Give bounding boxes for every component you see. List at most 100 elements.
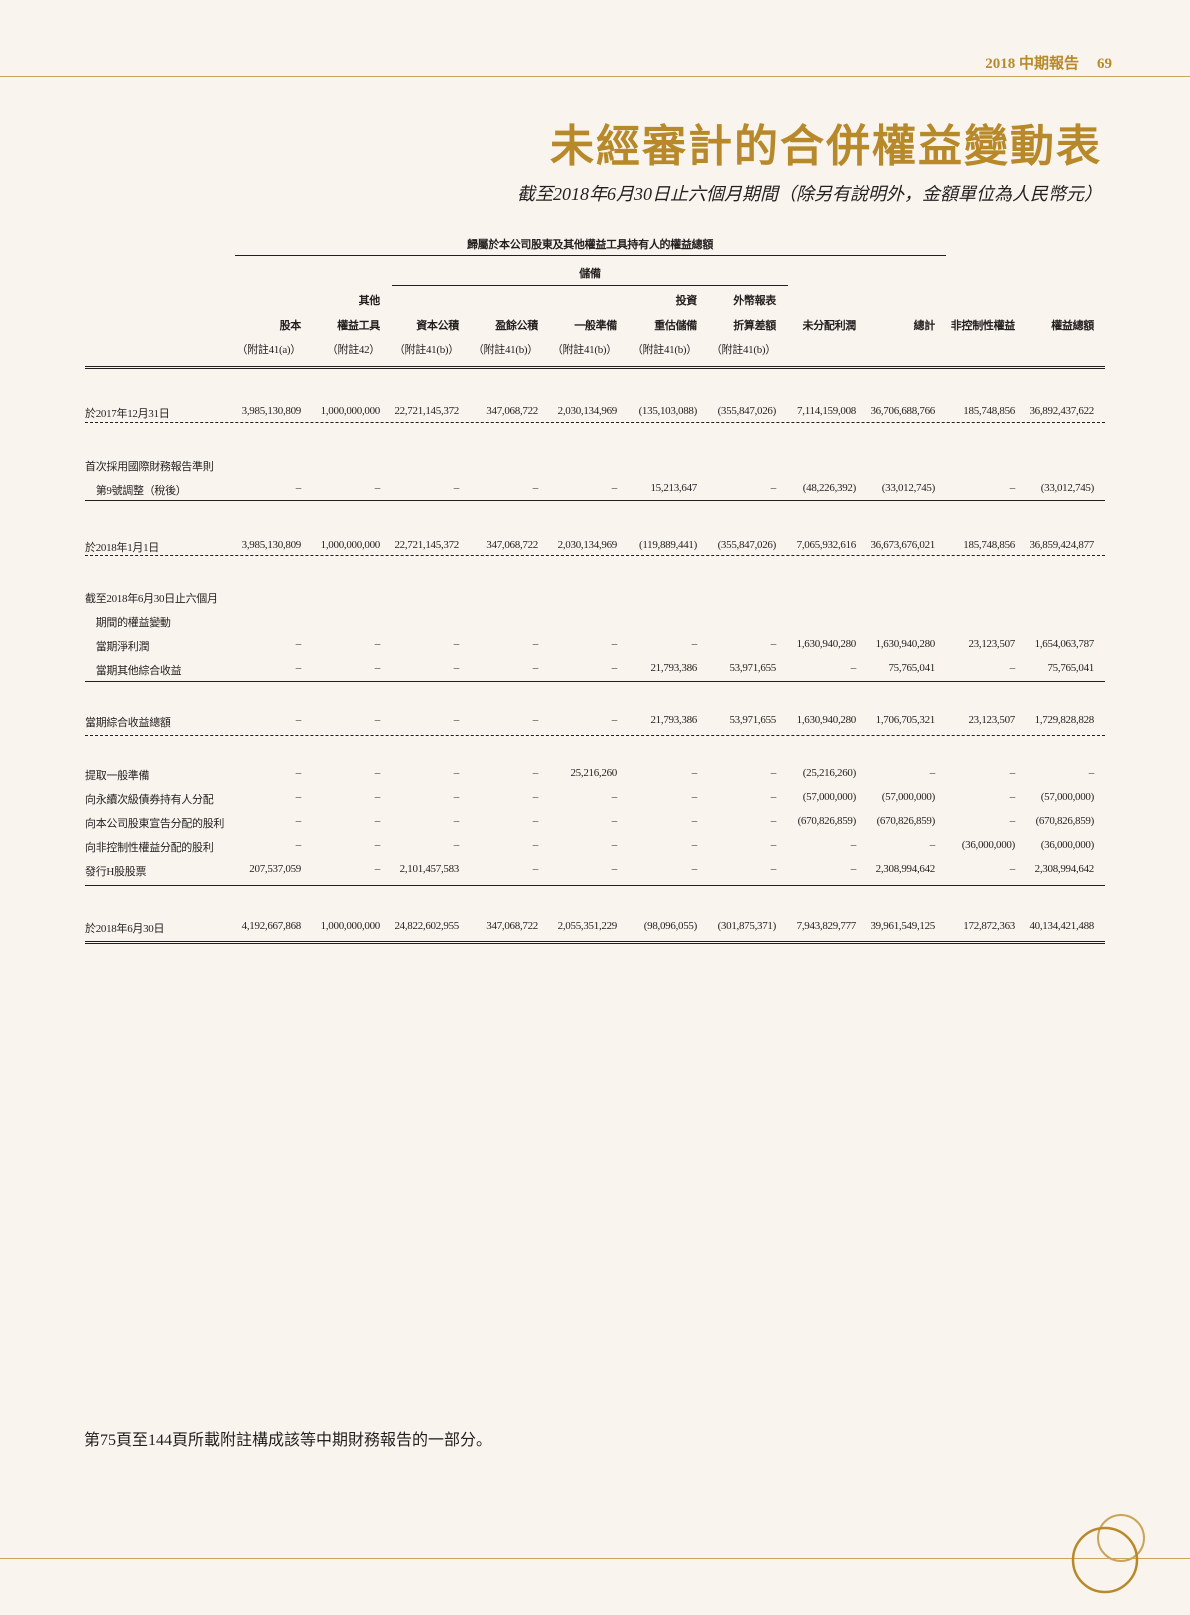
row-label: 提取一般準備 bbox=[85, 770, 150, 782]
table-cell: 75,765,041 bbox=[1047, 662, 1094, 674]
table-cell: – bbox=[691, 791, 698, 803]
table-rule bbox=[85, 681, 1105, 682]
table-cell: – bbox=[770, 863, 777, 875]
table-cell: 347,068,722 bbox=[486, 539, 538, 551]
table-cell: (119,889,441) bbox=[638, 539, 697, 551]
table-cell: 36,673,676,021 bbox=[870, 539, 935, 551]
running-header: 2018 中期報告 69 bbox=[967, 52, 1112, 73]
table-cell: – bbox=[1009, 767, 1016, 779]
table-cell: 3,985,130,809 bbox=[241, 539, 302, 551]
table-cell: – bbox=[611, 662, 618, 674]
table-cell: – bbox=[1009, 482, 1016, 494]
row-label: 當期淨利潤 bbox=[85, 641, 150, 653]
table-cell: 36,892,437,622 bbox=[1029, 405, 1094, 417]
table-cell: – bbox=[770, 815, 777, 827]
table-rule bbox=[85, 366, 1105, 369]
table-cell: (670,826,859) bbox=[876, 815, 936, 827]
table-cell: 1,654,063,787 bbox=[1034, 638, 1095, 650]
table-cell: (670,826,859) bbox=[797, 815, 857, 827]
table-rule bbox=[85, 422, 1105, 423]
table-cell: 36,706,688,766 bbox=[870, 405, 935, 417]
table-cell: – bbox=[374, 714, 381, 726]
table-cell: 15,213,647 bbox=[650, 482, 697, 494]
table-cell: – bbox=[611, 815, 618, 827]
table-cell: 207,537,059 bbox=[249, 863, 301, 875]
table-cell: – bbox=[770, 791, 777, 803]
table-cell: 172,872,363 bbox=[963, 920, 1015, 932]
table-cell: 21,793,386 bbox=[650, 714, 697, 726]
table-cell: 185,748,856 bbox=[963, 539, 1015, 551]
table-cell: – bbox=[453, 767, 460, 779]
row-label: 首次採用國際財務報告準則 bbox=[85, 461, 214, 473]
table-cell: 40,134,421,488 bbox=[1029, 920, 1094, 932]
table-cell: – bbox=[611, 482, 618, 494]
column-header: 一般準備 bbox=[574, 320, 617, 332]
table-cell: – bbox=[374, 482, 381, 494]
column-header: 非控制性權益 bbox=[950, 320, 1016, 332]
table-cell: 1,000,000,000 bbox=[320, 539, 381, 551]
table-cell: – bbox=[1009, 815, 1016, 827]
column-header: 資本公積 bbox=[416, 320, 459, 332]
table-cell: 347,068,722 bbox=[486, 920, 538, 932]
column-header: 投資 bbox=[675, 295, 698, 307]
table-cell: 53,971,655 bbox=[729, 662, 776, 674]
row-label: 期間的權益變動 bbox=[85, 617, 171, 629]
table-cell: – bbox=[929, 839, 936, 851]
table-cell: – bbox=[453, 482, 460, 494]
column-header: 重估儲備 bbox=[654, 320, 697, 332]
table-cell: 75,765,041 bbox=[888, 662, 935, 674]
table-cell: (355,847,026) bbox=[717, 539, 777, 551]
table-cell: – bbox=[691, 638, 698, 650]
table-cell: 2,030,134,969 bbox=[557, 405, 618, 417]
table-rule bbox=[85, 885, 1105, 886]
table-cell: 7,943,829,777 bbox=[796, 920, 857, 932]
column-header: （附註41(a)） bbox=[236, 344, 301, 356]
table-cell: – bbox=[374, 662, 381, 674]
table-cell: – bbox=[611, 791, 618, 803]
table-cell: 7,114,159,008 bbox=[797, 405, 856, 417]
table-cell: – bbox=[453, 662, 460, 674]
table-cell: – bbox=[453, 839, 460, 851]
table-cell: 2,308,994,642 bbox=[1034, 863, 1095, 875]
table-cell: – bbox=[295, 767, 302, 779]
table-cell: 2,055,351,229 bbox=[557, 920, 618, 932]
table-cell: 22,721,145,372 bbox=[394, 405, 459, 417]
table-cell: – bbox=[295, 714, 302, 726]
table-cell: – bbox=[374, 638, 381, 650]
table-cell: – bbox=[1088, 767, 1095, 779]
table-cell: – bbox=[295, 482, 302, 494]
table-cell: 21,793,386 bbox=[650, 662, 697, 674]
footer-note: 第75頁至144頁所載附註構成該等中期財務報告的一部分。 bbox=[84, 1432, 493, 1449]
table-cell: – bbox=[1009, 791, 1016, 803]
table-cell: – bbox=[453, 815, 460, 827]
table-rule bbox=[235, 255, 946, 256]
column-header: 權益總額 bbox=[1051, 320, 1094, 332]
table-cell: – bbox=[532, 714, 539, 726]
page-title: 未經審計的合併權益變動表 bbox=[550, 122, 1102, 171]
reserves-header: 儲備 bbox=[579, 268, 601, 280]
table-cell: (36,000,000) bbox=[1040, 839, 1095, 851]
table-cell: 23,123,507 bbox=[968, 714, 1015, 726]
table-cell: – bbox=[374, 767, 381, 779]
footer-rule bbox=[0, 1558, 1190, 1559]
row-label: 向永續次級債券持有人分配 bbox=[85, 794, 214, 806]
table-cell: 4,192,667,868 bbox=[241, 920, 302, 932]
header-rule bbox=[0, 76, 1190, 77]
table-cell: – bbox=[1009, 863, 1016, 875]
column-header: （附註41(b)） bbox=[393, 344, 459, 356]
column-header: （附註41(b)） bbox=[551, 344, 617, 356]
table-cell: – bbox=[532, 815, 539, 827]
table-cell: – bbox=[929, 767, 936, 779]
table-cell: – bbox=[374, 863, 381, 875]
column-header: 總計 bbox=[913, 320, 936, 332]
row-label: 於2018年1月1日 bbox=[85, 542, 159, 554]
table-cell: – bbox=[611, 638, 618, 650]
table-cell: 347,068,722 bbox=[486, 405, 538, 417]
table-cell: – bbox=[691, 815, 698, 827]
table-cell: – bbox=[295, 791, 302, 803]
table-cell: (135,103,088) bbox=[638, 405, 698, 417]
table-cell: – bbox=[850, 662, 857, 674]
row-label: 於2017年12月31日 bbox=[85, 408, 170, 420]
table-cell: 36,859,424,877 bbox=[1029, 539, 1094, 551]
